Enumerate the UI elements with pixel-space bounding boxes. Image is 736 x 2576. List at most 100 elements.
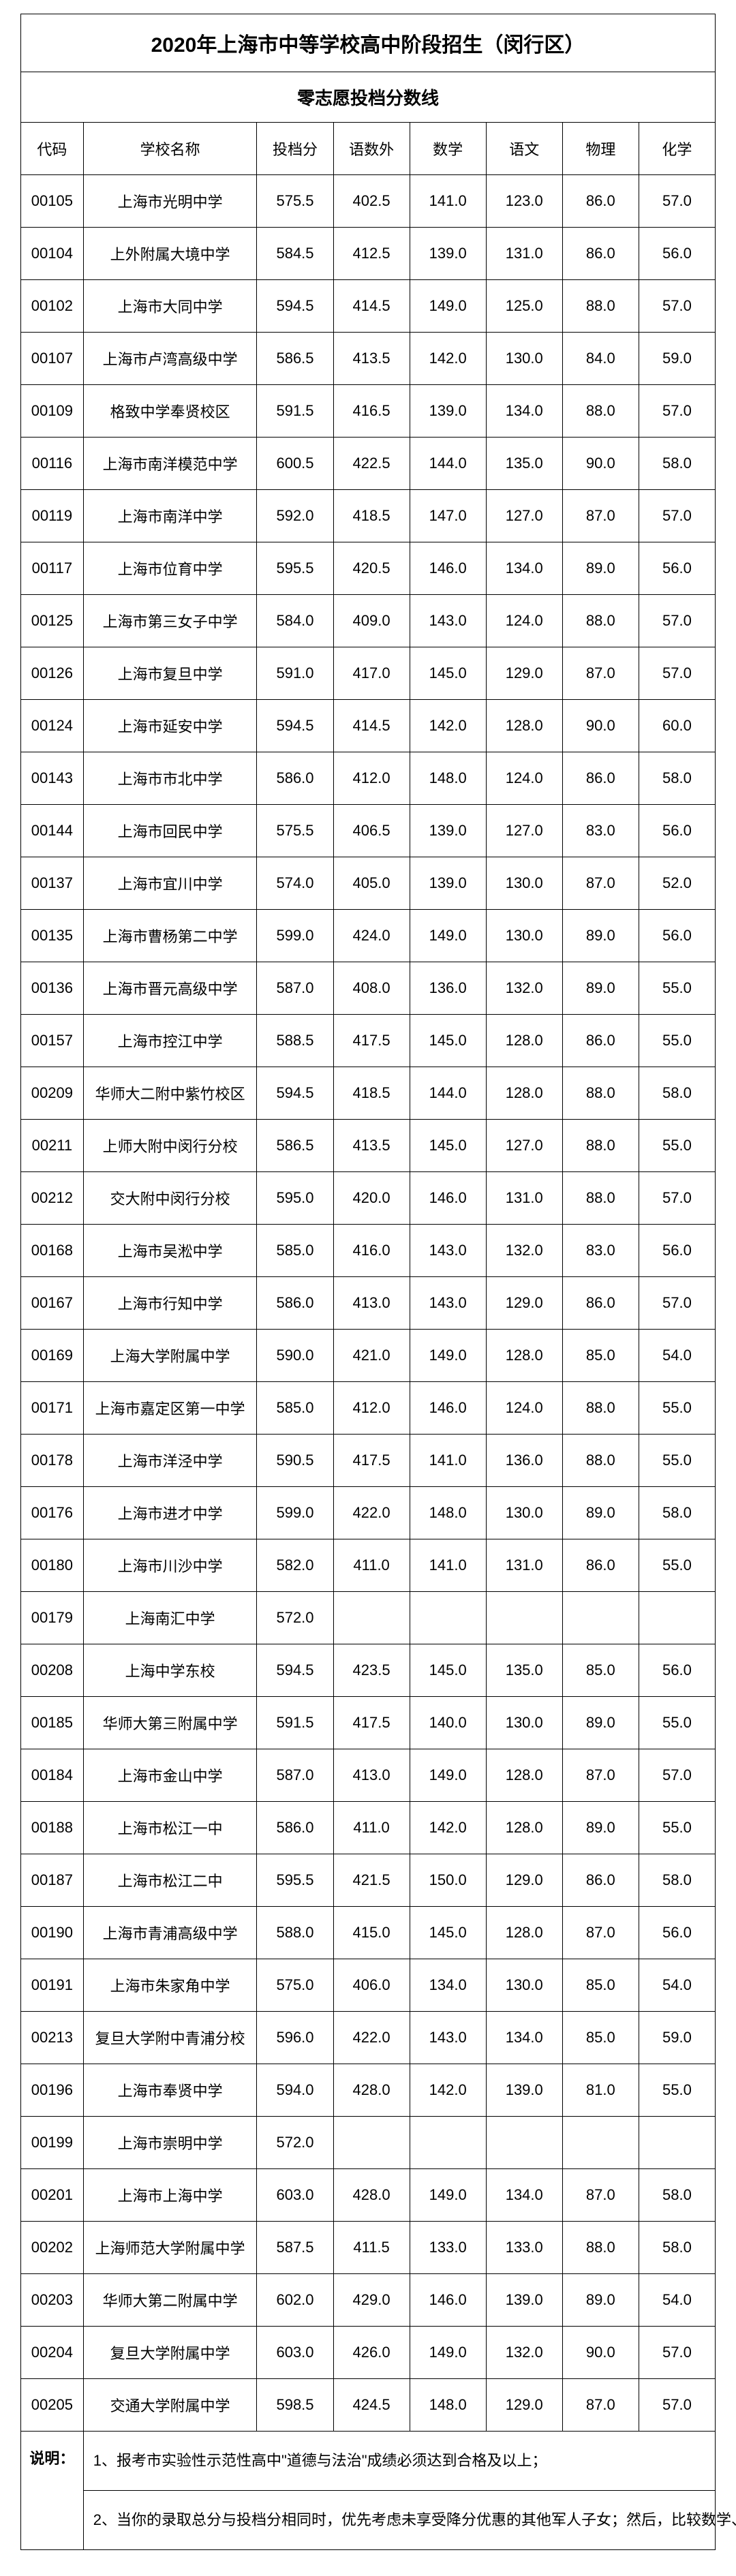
cell-code: 00143 (21, 752, 84, 805)
cell-school: 上海市崇明中学 (83, 2117, 257, 2169)
cell-physics: 88.0 (562, 280, 639, 333)
cell-score: 590.0 (257, 1330, 333, 1382)
cell-school: 上海中学东校 (83, 1644, 257, 1697)
cell-score: 592.0 (257, 490, 333, 542)
cell-math: 149.0 (410, 2327, 486, 2379)
cell-physics: 88.0 (562, 1067, 639, 1120)
cell-ysw: 420.5 (333, 542, 410, 595)
cell-code: 00168 (21, 1225, 84, 1277)
cell-physics: 86.0 (562, 1277, 639, 1330)
cell-school: 上海市卢湾高级中学 (83, 333, 257, 385)
table-row: 00209华师大二附中紫竹校区594.5418.5144.0128.088.05… (21, 1067, 716, 1120)
cell-code: 00205 (21, 2379, 84, 2432)
cell-chemistry: 55.0 (639, 1435, 715, 1487)
cell-code: 00203 (21, 2274, 84, 2327)
cell-physics: 86.0 (562, 1854, 639, 1907)
cell-school: 华师大第二附属中学 (83, 2274, 257, 2327)
cell-math: 149.0 (410, 2169, 486, 2222)
cell-code: 00109 (21, 385, 84, 438)
cell-physics: 85.0 (562, 1959, 639, 2012)
cell-physics: 87.0 (562, 2379, 639, 2432)
cell-chemistry: 58.0 (639, 2169, 715, 2222)
cell-math: 146.0 (410, 1382, 486, 1435)
cell-chemistry: 56.0 (639, 1907, 715, 1959)
cell-math: 144.0 (410, 1067, 486, 1120)
cell-school: 上海市控江中学 (83, 1015, 257, 1067)
cell-math: 150.0 (410, 1854, 486, 1907)
cell-code: 00201 (21, 2169, 84, 2222)
cell-chemistry: 56.0 (639, 542, 715, 595)
cell-school: 上海市曹杨第二中学 (83, 910, 257, 962)
cell-chinese: 125.0 (486, 280, 562, 333)
cell-physics: 90.0 (562, 438, 639, 490)
cell-math: 142.0 (410, 333, 486, 385)
cell-chinese: 134.0 (486, 385, 562, 438)
cell-chemistry: 55.0 (639, 1539, 715, 1592)
col-header-ysw: 语数外 (333, 123, 410, 175)
table-row: 00137上海市宜川中学574.0405.0139.0130.087.052.0 (21, 857, 716, 910)
cell-math: 145.0 (410, 1015, 486, 1067)
cell-ysw: 422.5 (333, 438, 410, 490)
cell-math: 145.0 (410, 1907, 486, 1959)
cell-physics: 88.0 (562, 1435, 639, 1487)
cell-chinese: 130.0 (486, 333, 562, 385)
cell-ysw: 405.0 (333, 857, 410, 910)
cell-ysw: 424.0 (333, 910, 410, 962)
cell-chemistry: 58.0 (639, 438, 715, 490)
cell-code: 00105 (21, 175, 84, 228)
cell-chinese: 130.0 (486, 1959, 562, 2012)
cell-math: 139.0 (410, 228, 486, 280)
table-row: 00176上海市进才中学599.0422.0148.0130.089.058.0 (21, 1487, 716, 1539)
cell-chemistry: 57.0 (639, 647, 715, 700)
cell-school: 上海市青浦高级中学 (83, 1907, 257, 1959)
cell-score: 587.0 (257, 1749, 333, 1802)
cell-physics: 86.0 (562, 752, 639, 805)
cell-ysw: 422.0 (333, 1487, 410, 1539)
cell-school: 上海市南洋模范中学 (83, 438, 257, 490)
cell-code: 00199 (21, 2117, 84, 2169)
title-row: 2020年上海市中等学校高中阶段招生（闵行区） (21, 14, 716, 72)
cell-code: 00169 (21, 1330, 84, 1382)
table-row: 00143上海市市北中学586.0412.0148.0124.086.058.0 (21, 752, 716, 805)
cell-chemistry: 56.0 (639, 910, 715, 962)
cell-math (410, 1592, 486, 1644)
cell-chinese: 131.0 (486, 1172, 562, 1225)
cell-score: 586.5 (257, 1120, 333, 1172)
cell-school: 华师大第三附属中学 (83, 1697, 257, 1749)
cell-code: 00180 (21, 1539, 84, 1592)
cell-math: 133.0 (410, 2222, 486, 2274)
cell-code: 00208 (21, 1644, 84, 1697)
cell-score: 574.0 (257, 857, 333, 910)
cell-chemistry: 57.0 (639, 175, 715, 228)
cell-score: 596.0 (257, 2012, 333, 2064)
cell-chemistry: 59.0 (639, 333, 715, 385)
col-header-chemistry: 化学 (639, 123, 715, 175)
cell-code: 00211 (21, 1120, 84, 1172)
page-container: 2020年上海市中等学校高中阶段招生（闵行区） 零志愿投档分数线 代码 学校名称… (0, 0, 736, 2564)
cell-ysw: 411.0 (333, 1539, 410, 1592)
cell-school: 上海市延安中学 (83, 700, 257, 752)
cell-physics: 87.0 (562, 857, 639, 910)
cell-school: 上海市大同中学 (83, 280, 257, 333)
cell-school: 上海市位育中学 (83, 542, 257, 595)
table-row: 00196上海市奉贤中学594.0428.0142.0139.081.055.0 (21, 2064, 716, 2117)
cell-school: 上海市朱家角中学 (83, 1959, 257, 2012)
cell-score: 594.0 (257, 2064, 333, 2117)
cell-chinese: 134.0 (486, 2012, 562, 2064)
table-row: 00178上海市洋泾中学590.5417.5141.0136.088.055.0 (21, 1435, 716, 1487)
col-header-chinese: 语文 (486, 123, 562, 175)
cell-code: 00202 (21, 2222, 84, 2274)
cell-code: 00196 (21, 2064, 84, 2117)
cell-math: 134.0 (410, 1959, 486, 2012)
table-row: 00185华师大第三附属中学591.5417.5140.0130.089.055… (21, 1697, 716, 1749)
table-body: 00105上海市光明中学575.5402.5141.0123.086.057.0… (21, 175, 716, 2432)
cell-score: 572.0 (257, 2117, 333, 2169)
cell-score: 603.0 (257, 2327, 333, 2379)
cell-school: 上海市金山中学 (83, 1749, 257, 1802)
cell-chinese: 128.0 (486, 1802, 562, 1854)
cell-score: 572.0 (257, 1592, 333, 1644)
cell-physics: 88.0 (562, 1382, 639, 1435)
cell-chinese: 128.0 (486, 1015, 562, 1067)
cell-code: 00178 (21, 1435, 84, 1487)
cell-math: 143.0 (410, 1225, 486, 1277)
